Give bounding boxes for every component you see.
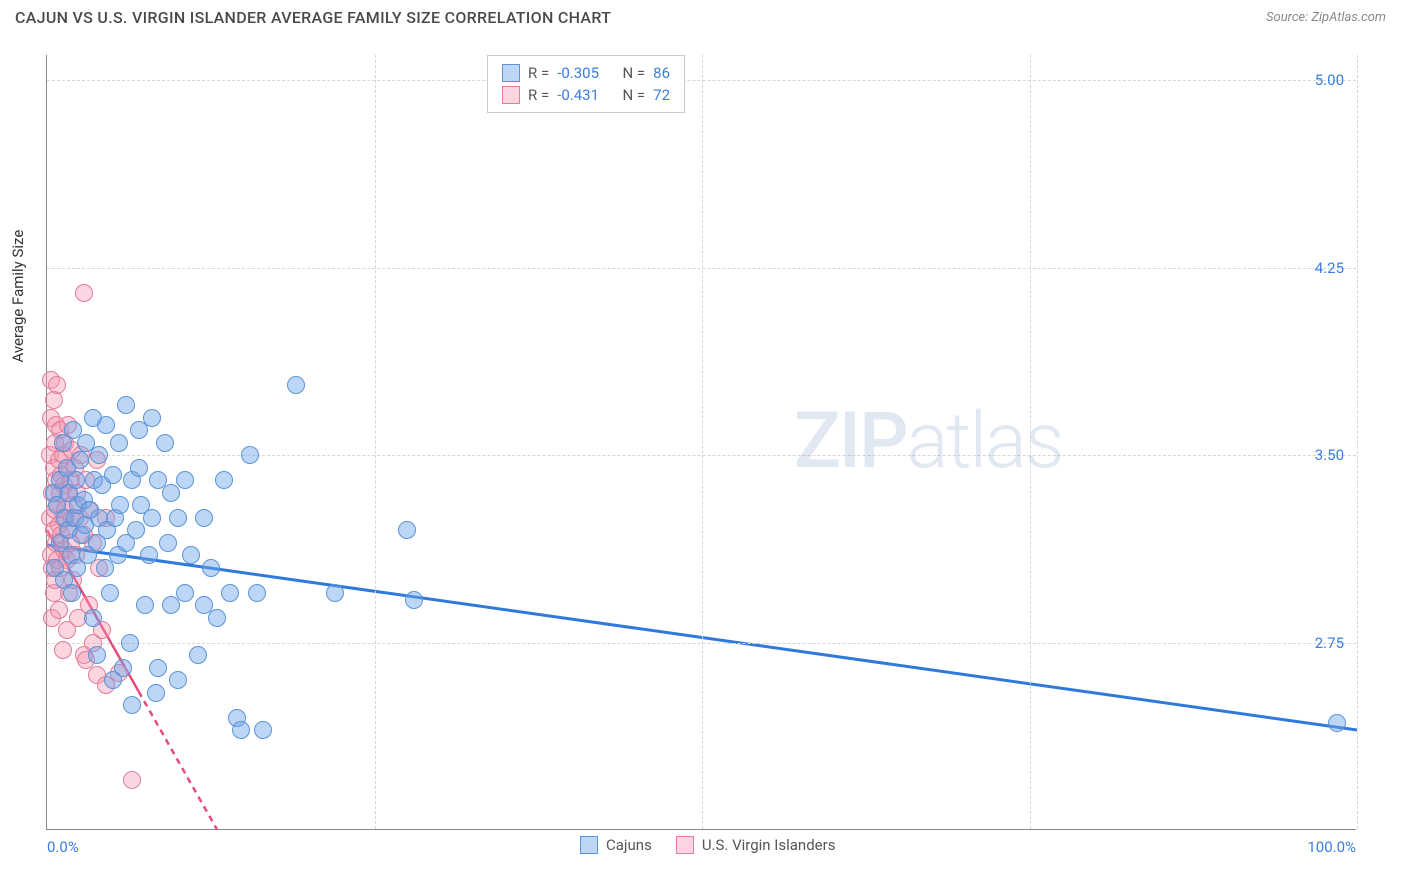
x-tick-label-left: 0.0% (47, 838, 79, 856)
stats-legend-row: R = -0.431 N = 72 (502, 84, 670, 106)
data-point (208, 609, 226, 627)
data-point (127, 521, 145, 539)
scatter-chart: R = -0.305 N = 86 R = -0.431 N = 72 ZIPa… (46, 55, 1356, 830)
data-point (248, 584, 266, 602)
stats-legend: R = -0.305 N = 86 R = -0.431 N = 72 (487, 55, 685, 113)
data-point (232, 721, 250, 739)
cajuns-swatch-icon (580, 836, 598, 854)
data-point (90, 446, 108, 464)
virgin-islanders-r-value: -0.431 (557, 86, 599, 104)
virgin-islanders-n-value: 72 (653, 86, 670, 104)
data-point (117, 396, 135, 414)
data-point (176, 584, 194, 602)
data-point (189, 646, 207, 664)
data-point (140, 546, 158, 564)
data-point (156, 434, 174, 452)
data-point (121, 634, 139, 652)
y-tick-label: 5.00 (1315, 71, 1344, 89)
data-point (159, 534, 177, 552)
data-point (101, 584, 119, 602)
data-point (67, 471, 85, 489)
data-point (405, 591, 423, 609)
data-point (71, 451, 89, 469)
data-point (75, 284, 93, 302)
data-point (149, 659, 167, 677)
y-tick-label: 3.50 (1315, 446, 1344, 464)
watermark: ZIPatlas (794, 396, 1063, 487)
data-point (202, 559, 220, 577)
data-point (221, 584, 239, 602)
data-point (254, 721, 272, 739)
data-point (176, 471, 194, 489)
series-legend: Cajuns U.S. Virgin Islanders (580, 836, 835, 854)
data-point (54, 641, 72, 659)
data-point (50, 601, 68, 619)
data-point (48, 376, 66, 394)
gridline-vertical (1357, 55, 1358, 829)
legend-label: Cajuns (606, 836, 652, 854)
watermark-light: atlas (907, 396, 1063, 487)
n-label: N = (622, 64, 645, 82)
legend-item-cajuns: Cajuns (580, 836, 652, 854)
n-label: N = (622, 86, 645, 104)
data-point (130, 459, 148, 477)
data-point (326, 584, 344, 602)
data-point (182, 546, 200, 564)
data-point (143, 409, 161, 427)
legend-label: U.S. Virgin Islanders (702, 836, 836, 854)
cajuns-swatch-icon (502, 64, 520, 82)
chart-source: Source: ZipAtlas.com (1266, 10, 1386, 25)
cajuns-n-value: 86 (653, 64, 670, 82)
data-point (104, 466, 122, 484)
x-tick-label-right: 100.0% (1307, 838, 1356, 856)
r-label: R = (528, 86, 549, 104)
data-point (111, 496, 129, 514)
cajuns-r-value: -0.305 (557, 64, 599, 82)
gridline-vertical (1030, 55, 1031, 829)
data-point (63, 584, 81, 602)
data-point (147, 684, 165, 702)
data-point (169, 671, 187, 689)
y-tick-label: 2.75 (1315, 634, 1344, 652)
data-point (143, 509, 161, 527)
data-point (45, 391, 63, 409)
data-point (110, 434, 128, 452)
data-point (114, 659, 132, 677)
data-point (169, 509, 187, 527)
legend-item-virgin-islanders: U.S. Virgin Islanders (676, 836, 836, 854)
y-axis-title: Average Family Size (9, 230, 27, 363)
data-point (195, 509, 213, 527)
chart-title: CAJUN VS U.S. VIRGIN ISLANDER AVERAGE FA… (15, 8, 611, 27)
data-point (97, 416, 115, 434)
data-point (287, 376, 305, 394)
gridline-vertical (702, 55, 703, 829)
data-point (1328, 714, 1346, 732)
data-point (398, 521, 416, 539)
data-point (123, 771, 141, 789)
data-point (84, 609, 102, 627)
data-point (123, 696, 141, 714)
data-point (88, 646, 106, 664)
watermark-bold: ZIP (794, 396, 907, 487)
virgin-islanders-swatch-icon (676, 836, 694, 854)
chart-header: CAJUN VS U.S. VIRGIN ISLANDER AVERAGE FA… (0, 0, 1406, 35)
data-point (215, 471, 233, 489)
y-tick-label: 4.25 (1315, 259, 1344, 277)
data-point (241, 446, 259, 464)
r-label: R = (528, 64, 549, 82)
stats-legend-row: R = -0.305 N = 86 (502, 62, 670, 84)
virgin-islanders-swatch-icon (502, 86, 520, 104)
gridline-vertical (375, 55, 376, 829)
data-point (136, 596, 154, 614)
